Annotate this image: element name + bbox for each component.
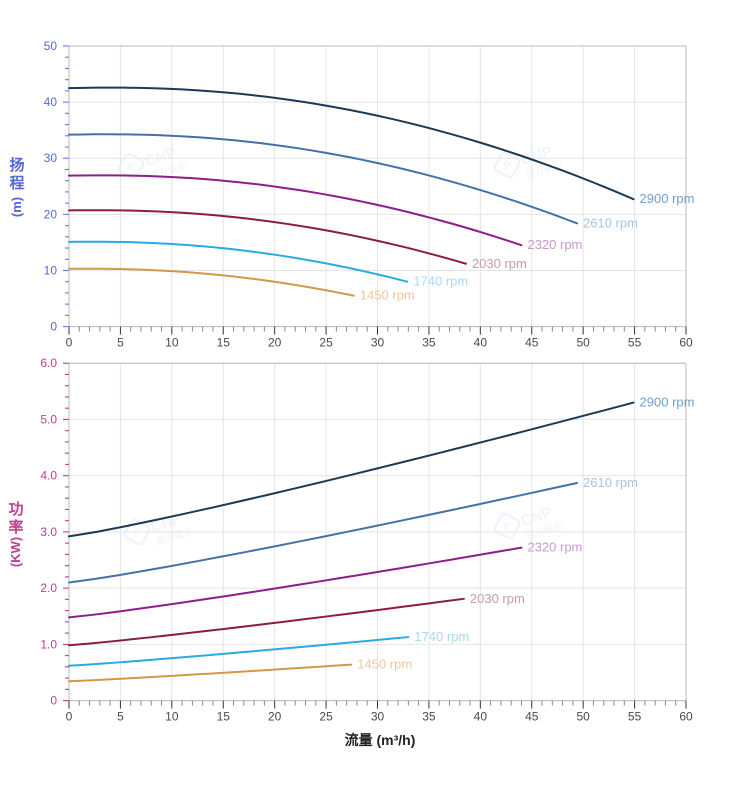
svg-text:45: 45 bbox=[525, 710, 539, 724]
svg-text:0: 0 bbox=[66, 710, 73, 724]
svg-text:2030 rpm: 2030 rpm bbox=[470, 591, 525, 606]
svg-text:P: P bbox=[502, 159, 513, 173]
svg-text:20: 20 bbox=[44, 207, 58, 221]
svg-text:30: 30 bbox=[371, 336, 385, 350]
svg-text:2030 rpm: 2030 rpm bbox=[472, 256, 527, 271]
svg-text:4.0: 4.0 bbox=[40, 469, 57, 483]
svg-text:(KW): (KW) bbox=[8, 537, 23, 567]
svg-text:55: 55 bbox=[628, 336, 642, 350]
svg-text:扬: 扬 bbox=[9, 156, 24, 174]
svg-text:10: 10 bbox=[44, 263, 58, 277]
svg-text:50: 50 bbox=[44, 39, 58, 53]
svg-text:率: 率 bbox=[8, 518, 23, 536]
svg-text:1450 rpm: 1450 rpm bbox=[357, 657, 412, 672]
svg-text:20: 20 bbox=[268, 336, 282, 350]
svg-text:0: 0 bbox=[50, 694, 57, 708]
svg-text:1740 rpm: 1740 rpm bbox=[414, 629, 469, 644]
svg-text:30: 30 bbox=[44, 151, 58, 165]
svg-text:60: 60 bbox=[679, 710, 693, 724]
svg-text:P: P bbox=[126, 160, 137, 174]
svg-text:15: 15 bbox=[217, 336, 231, 350]
svg-text:30: 30 bbox=[371, 710, 385, 724]
svg-text:6.0: 6.0 bbox=[40, 356, 57, 370]
svg-text:P: P bbox=[132, 526, 143, 540]
svg-text:2610 rpm: 2610 rpm bbox=[583, 215, 638, 230]
svg-text:40: 40 bbox=[474, 710, 488, 724]
svg-text:40: 40 bbox=[44, 95, 58, 109]
svg-text:1740 rpm: 1740 rpm bbox=[413, 274, 468, 289]
svg-text:10: 10 bbox=[165, 710, 179, 724]
svg-text:流量 (m³/h): 流量 (m³/h) bbox=[345, 732, 416, 748]
svg-text:程: 程 bbox=[9, 175, 24, 192]
svg-text:2320 rpm: 2320 rpm bbox=[527, 237, 582, 252]
svg-text:0: 0 bbox=[66, 336, 73, 350]
svg-text:5.0: 5.0 bbox=[40, 412, 57, 426]
svg-text:功: 功 bbox=[8, 501, 23, 518]
svg-text:5: 5 bbox=[117, 336, 124, 350]
svg-text:25: 25 bbox=[319, 336, 333, 350]
svg-text:0: 0 bbox=[50, 320, 57, 334]
svg-text:20: 20 bbox=[268, 710, 282, 724]
svg-text:50: 50 bbox=[576, 710, 590, 724]
svg-text:10: 10 bbox=[165, 336, 179, 350]
svg-text:5: 5 bbox=[117, 710, 124, 724]
svg-text:2900 rpm: 2900 rpm bbox=[640, 191, 695, 206]
svg-text:45: 45 bbox=[525, 336, 539, 350]
svg-text:2320 rpm: 2320 rpm bbox=[527, 540, 582, 555]
svg-text:3.0: 3.0 bbox=[40, 525, 57, 539]
svg-text:1450 rpm: 1450 rpm bbox=[360, 288, 415, 303]
svg-text:35: 35 bbox=[422, 336, 436, 350]
svg-text:60: 60 bbox=[679, 336, 693, 350]
svg-text:35: 35 bbox=[422, 710, 436, 724]
svg-text:2.0: 2.0 bbox=[40, 581, 57, 595]
svg-text:2610 rpm: 2610 rpm bbox=[583, 475, 638, 490]
svg-text:50: 50 bbox=[576, 336, 590, 350]
svg-text:1.0: 1.0 bbox=[40, 637, 57, 651]
svg-text:25: 25 bbox=[319, 710, 333, 724]
svg-text:2900 rpm: 2900 rpm bbox=[640, 395, 695, 410]
svg-text:40: 40 bbox=[474, 336, 488, 350]
svg-text:55: 55 bbox=[628, 710, 642, 724]
svg-text:15: 15 bbox=[217, 710, 231, 724]
svg-text:(m): (m) bbox=[9, 197, 24, 217]
